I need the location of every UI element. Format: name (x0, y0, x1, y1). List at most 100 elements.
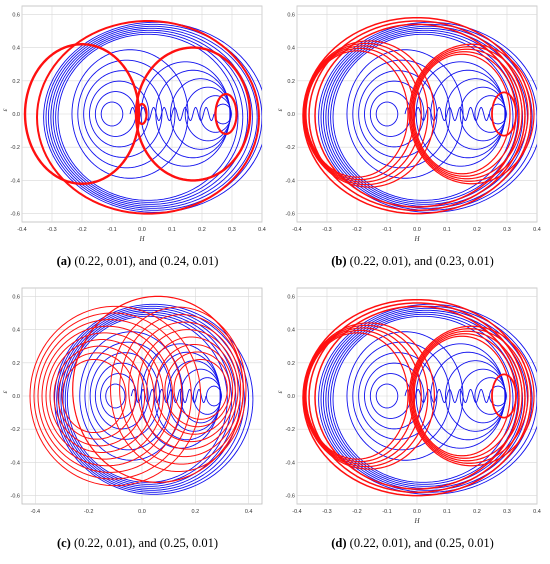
blue-right-loop (179, 368, 222, 424)
x-axis-label: H (413, 235, 420, 243)
blue-shell-orbit (320, 23, 537, 211)
y-tick-label: -0.6 (11, 212, 20, 218)
x-tick-label: -0.2 (352, 509, 361, 515)
blue-shell-orbit (318, 303, 537, 495)
y-tick-label: 0.0 (287, 112, 295, 118)
y-tick-label: 0.0 (12, 112, 20, 118)
y-tick-label: -0.6 (11, 494, 20, 500)
y-tick-label: -0.4 (11, 460, 20, 466)
y-tick-label: -0.2 (11, 427, 20, 433)
red-right-orbit (411, 48, 523, 180)
blue-right-loop (459, 86, 507, 142)
red-outer-orbit (72, 295, 244, 483)
red-right-orbit (146, 336, 236, 443)
x-tick-label: 0.4 (245, 509, 253, 515)
y-axis-label: ε (276, 108, 284, 111)
x-tick-label: 0.0 (413, 227, 421, 233)
blue-shell-orbit (330, 313, 519, 485)
caption-letter-d: (d) (331, 536, 347, 550)
red-right-orbit (409, 328, 529, 464)
panel-b: -0.4 -0.3 -0.2 -0.1 0.0 0.1 0.2 0.3 0.4 -0.6 -0.4 -… (275, 0, 550, 282)
y-axis-label: ε (276, 390, 284, 393)
blue-shell-orbit (320, 305, 537, 493)
red-outer-orbit (36, 20, 260, 215)
x-tick-label: 0.4 (533, 227, 541, 233)
plot-d: -0.4 -0.3 -0.2 -0.1 0.0 0.1 0.2 0.3 0.4 -0.6 -0.4 -… (276, 287, 541, 525)
blue-shell-orbit (327, 29, 524, 205)
y-tick-label: 0.0 (287, 394, 295, 400)
blue-central-wave (404, 388, 490, 404)
caption-c: (c) (0.22, 0.01), and (0.25, 0.01) (0, 536, 275, 551)
x-tick-label: -0.3 (322, 509, 331, 515)
blue-right-loop (206, 385, 222, 407)
y-tick-label: 0.2 (12, 361, 20, 367)
x-tick-label: -0.2 (77, 227, 86, 233)
plot-b: -0.4 -0.3 -0.2 -0.1 0.0 0.1 0.2 0.3 0.4 -0.6 -0.4 -… (276, 5, 541, 243)
caption-text-a: (0.22, 0.01), and (0.24, 0.01) (74, 254, 219, 268)
caption-b: (b) (0.22, 0.01), and (0.23, 0.01) (275, 254, 550, 269)
x-tick-label: 0.1 (443, 509, 451, 515)
caption-letter-b: (b) (331, 254, 347, 268)
y-tick-label: 0.6 (12, 12, 20, 18)
red-outer-orbit (302, 298, 532, 497)
y-tick-label: 0.4 (287, 328, 295, 334)
blue-left-loop (79, 331, 184, 461)
x-axis-label: H (138, 235, 145, 243)
blue-left-loop (94, 91, 137, 137)
blue-shell-orbit (332, 315, 514, 483)
panel-c: -0.4 -0.2 0.0 0.2 0.4 -0.6 -0.4 -0.2 0.0 0.2 0.4 0.… (0, 282, 275, 564)
blue-central-wave (130, 388, 207, 404)
red-right-orbit (134, 46, 252, 182)
blue-right-loop (140, 61, 231, 167)
red-right-orbit (408, 325, 535, 467)
red-right-orbit (411, 330, 523, 462)
x-tick-label: -0.2 (84, 509, 93, 515)
x-tick-label: -0.4 (292, 509, 301, 515)
blue-right-loop (193, 377, 222, 415)
blue-shell-orbit (47, 25, 258, 209)
x-tick-label: 0.0 (413, 509, 421, 515)
caption-text-c: (0.22, 0.01), and (0.25, 0.01) (73, 536, 219, 550)
blue-right-loop (415, 61, 506, 167)
trajectories (302, 298, 537, 497)
caption-letter-c: (c) (56, 536, 71, 550)
caption-text-b: (0.22, 0.01), and (0.23, 0.01) (349, 254, 494, 268)
x-tick-label: -0.2 (352, 227, 361, 233)
y-axis-label: ε (1, 390, 9, 393)
red-inner-orbit (491, 91, 517, 137)
x-tick-label: 0.4 (533, 509, 541, 515)
red-right-orbit (128, 321, 242, 458)
blue-right-loop (415, 343, 506, 449)
y-tick-label: -0.4 (286, 460, 295, 466)
y-tick-label: 0.2 (287, 361, 295, 367)
y-tick-label: 0.0 (12, 394, 20, 400)
red-right-orbit (164, 351, 231, 428)
x-tick-label: -0.4 (17, 227, 26, 233)
blue-shell-orbit (57, 33, 239, 201)
blue-left-loop (71, 49, 189, 179)
y-tick-label: 0.2 (12, 79, 20, 85)
x-tick-label: 0.0 (138, 509, 146, 515)
y-tick-label: -0.6 (286, 212, 295, 218)
panel-a: -0.4 -0.3 -0.2 -0.1 0.0 0.1 0.2 0.3 0.4 -0.6 -0.4 -… (0, 0, 275, 282)
blue-right-loop (170, 78, 231, 150)
blue-left-loop (375, 101, 399, 127)
blue-shell-orbit (58, 307, 245, 491)
blue-left-loop (375, 383, 399, 409)
red-right-orbit (409, 46, 529, 182)
x-tick-label: 0.0 (138, 227, 146, 233)
caption-a: (a) (0.22, 0.01), and (0.24, 0.01) (0, 254, 275, 269)
red-inner-orbit (214, 92, 238, 136)
blue-left-loop (77, 59, 176, 169)
red-left-orbit (41, 325, 174, 467)
red-outer-orbit (314, 23, 520, 208)
plot-a: -0.4 -0.3 -0.2 -0.1 0.0 0.1 0.2 0.3 0.4 -0.6 -0.4 -… (1, 5, 266, 243)
blue-shell-orbit (52, 29, 249, 205)
x-tick-label: 0.2 (192, 509, 200, 515)
x-tick-label: -0.1 (107, 227, 116, 233)
y-tick-label: -0.4 (286, 178, 295, 184)
x-tick-label: 0.2 (473, 227, 481, 233)
blue-shell-orbit (50, 27, 253, 207)
red-right-orbit (137, 329, 239, 450)
blue-shell-orbit (332, 33, 514, 201)
